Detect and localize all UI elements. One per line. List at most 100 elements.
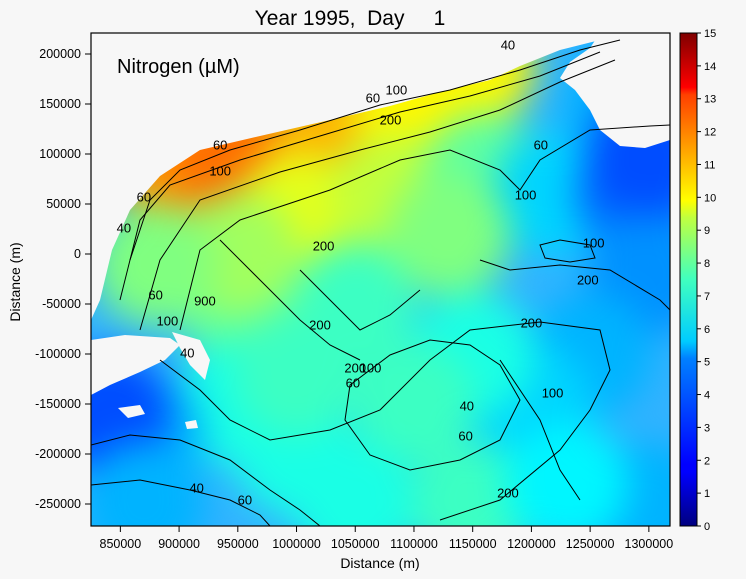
- contour-label: 200: [521, 315, 543, 330]
- contour-line: [159, 321, 611, 521]
- contour-label: 60: [346, 375, 360, 390]
- contour-line: [219, 239, 361, 361]
- x-tick-label: 1300000: [625, 537, 674, 551]
- contour-line: [479, 259, 670, 311]
- contour-label: 40: [501, 37, 515, 52]
- land-mask: [91, 33, 670, 429]
- contour-label: 200: [577, 272, 599, 287]
- x-axis-label: Distance (m): [340, 555, 419, 571]
- x-axis: 850000 900000 950000 1000000 1050000 1100000 1…: [100, 526, 674, 551]
- contour-label: 100: [515, 187, 537, 202]
- field-sample: [387, 172, 512, 296]
- colorbar-tick-label: 15: [704, 28, 716, 40]
- colorbar-tick-label: 10: [704, 192, 716, 204]
- land-region: [560, 33, 670, 148]
- contour-label: 100: [360, 360, 382, 375]
- colorbar-tick-label: 14: [704, 61, 716, 73]
- y-tick-label: -100000: [35, 347, 81, 361]
- contour-label: 60: [534, 137, 548, 152]
- contour-line: [119, 51, 601, 301]
- contour-line: [91, 479, 271, 526]
- field-sample: [234, 312, 359, 436]
- colorbar-tick-label: 1: [704, 488, 710, 500]
- colorbar-tick-label: 4: [704, 390, 710, 402]
- y-tick-label: -50000: [42, 297, 81, 311]
- contour-label: 900: [194, 293, 216, 308]
- colorbar-tick-label: 9: [704, 225, 710, 237]
- field-sample: [351, 342, 476, 466]
- contour-label: 40: [460, 398, 474, 413]
- field-sample: [91, 442, 206, 526]
- colorbar-tick-label: 2: [704, 455, 710, 467]
- colorbar-tick-label: 13: [704, 94, 716, 106]
- y-tick-label: 0: [74, 247, 81, 261]
- x-tick-label: 850000: [100, 537, 142, 551]
- y-tick-label: 150000: [39, 97, 81, 111]
- land-region: [91, 335, 180, 395]
- land-region: [185, 420, 198, 429]
- field-sample: [410, 442, 535, 526]
- x-tick-label: 1250000: [566, 537, 615, 551]
- x-tick-label: 1200000: [507, 537, 556, 551]
- contour-line: [499, 359, 581, 501]
- y-tick-label: 50000: [46, 197, 81, 211]
- x-tick-label: 950000: [217, 537, 259, 551]
- colorbar-tick-label: 7: [704, 291, 710, 303]
- contour-label: 40: [117, 220, 131, 235]
- contour-label: 100: [583, 235, 605, 250]
- chart-title: Year 1995, Day 1: [255, 7, 446, 30]
- colorbar-tick-label: 6: [704, 324, 710, 336]
- contour-label: 60: [148, 287, 162, 302]
- field-sample: [504, 422, 629, 526]
- y-tick-label: -200000: [35, 447, 81, 461]
- contour-label: 100: [386, 82, 408, 97]
- contour-line: [344, 339, 521, 471]
- land-region: [118, 405, 145, 418]
- contour-label: 200: [309, 317, 331, 332]
- contour-label: 200: [313, 238, 335, 253]
- contour-label: 60: [213, 137, 227, 152]
- contour-label: 200: [497, 485, 519, 500]
- y-tick-label: 100000: [39, 147, 81, 161]
- x-tick-label: 1050000: [331, 537, 380, 551]
- field-name-annotation: Nitrogen (µM): [117, 56, 240, 78]
- x-tick-label: 1150000: [449, 537, 497, 551]
- y-tick-label: 200000: [39, 47, 81, 61]
- contour-label: 60: [458, 428, 472, 443]
- contour-line: [539, 239, 596, 263]
- land-region: [172, 332, 210, 380]
- contour-line: [91, 434, 321, 526]
- plot-frame: [90, 32, 671, 527]
- contour-lines: [91, 39, 670, 526]
- field-sample: [293, 442, 418, 526]
- y-tick-label: -150000: [35, 397, 81, 411]
- contour-line: [139, 59, 616, 331]
- contour-label: 100: [542, 385, 564, 400]
- contour-line: [129, 39, 621, 261]
- land-region: [91, 33, 640, 320]
- contour-label: 60: [238, 492, 252, 507]
- contour-label: 100: [156, 313, 178, 328]
- colorbar-gradient: [679, 32, 698, 527]
- contour-label: 100: [209, 163, 231, 178]
- contour-label: 40: [180, 345, 194, 360]
- contour-label: 200: [344, 360, 366, 375]
- x-tick-label: 1000000: [272, 537, 321, 551]
- colorbar-tick-label: 0: [704, 521, 710, 533]
- colorbar-tick-label: 12: [704, 127, 716, 139]
- contour-label: 60: [366, 90, 380, 105]
- contour-line: [179, 124, 670, 331]
- x-tick-label: 1100000: [390, 537, 438, 551]
- contour-label: 200: [380, 112, 402, 127]
- colorbar-tick-label: 11: [704, 159, 715, 171]
- contour-label: 40: [189, 480, 203, 495]
- colorbar-tick-label: 8: [704, 258, 710, 270]
- x-tick-label: 900000: [158, 537, 200, 551]
- contour-label: 60: [137, 189, 151, 204]
- colorbar-tick-label: 5: [704, 357, 710, 369]
- y-axis-label: Distance (m): [7, 242, 23, 321]
